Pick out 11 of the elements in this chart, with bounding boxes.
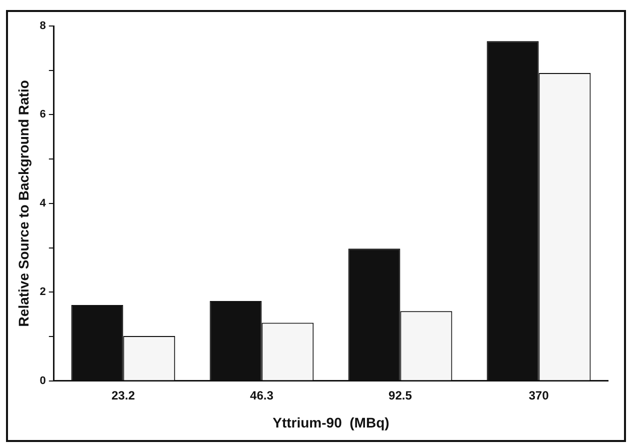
y-axis-title: Relative Source to Background Ratio	[15, 80, 32, 327]
x-tick-label: 370	[528, 388, 550, 402]
y-tick-label: 8	[40, 20, 46, 32]
x-axis-title: Yttrium-90 (MBq)	[272, 414, 390, 430]
x-tick-label: 23.2	[112, 388, 136, 402]
x-tick-label: 92.5	[388, 388, 412, 402]
y-tick-label: 0	[40, 374, 46, 387]
y-tick-label: 2	[40, 286, 46, 298]
y-tick-label: 4	[40, 197, 47, 210]
x-tick-label: 46.3	[250, 388, 274, 402]
y-tick-label: 6	[40, 108, 46, 121]
